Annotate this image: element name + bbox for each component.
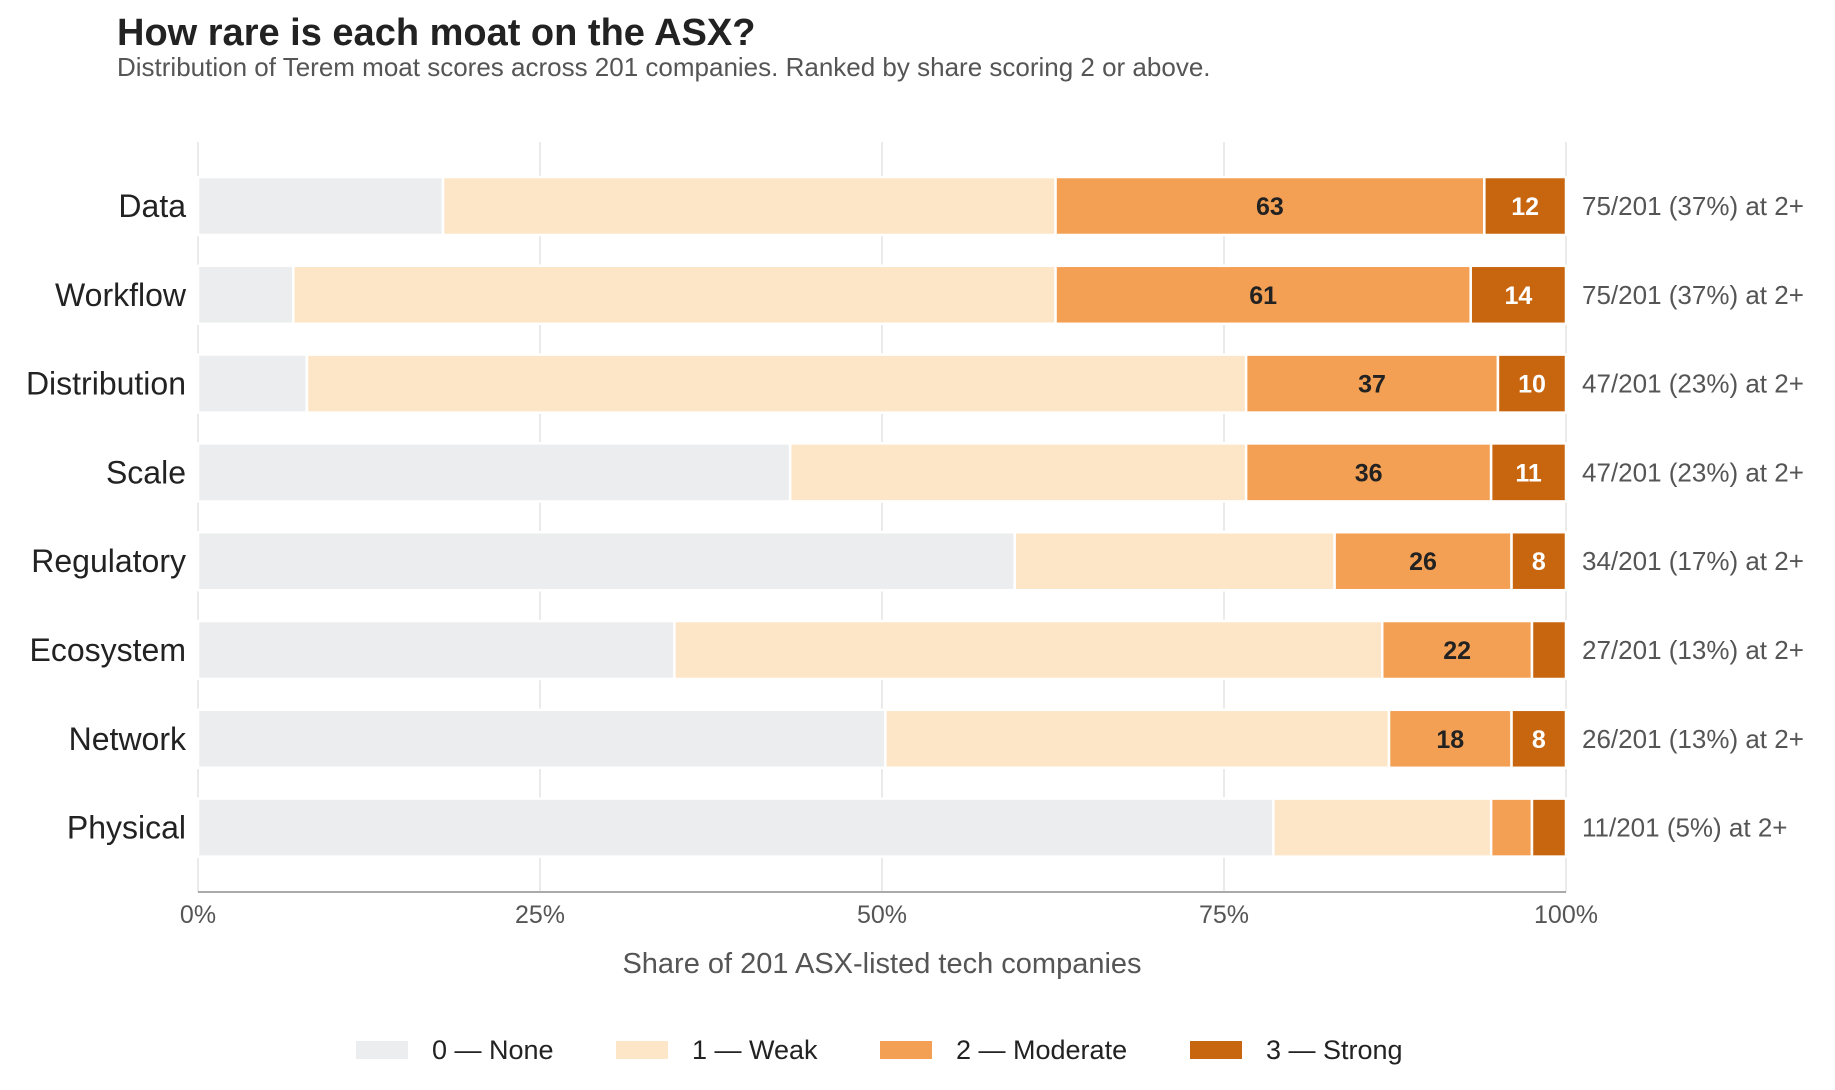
bar-segment-weak (305, 353, 1248, 414)
category-label: Workflow (55, 277, 187, 313)
bar-segment-weak (673, 619, 1384, 681)
row-annotation: 47/201 (23%) at 2+ (1582, 457, 1804, 487)
bar-segment-none (196, 619, 676, 681)
bar-segment-weak (788, 442, 1248, 503)
bar-segment-weak (1013, 530, 1336, 592)
bar-segment-moderate (1054, 175, 1486, 237)
bar-segment-moderate (1244, 442, 1493, 503)
bars: Data 63 12 75/201 (37%) at 2+ Workflow 61 14 75… (26, 175, 1804, 858)
category-label: Physical (67, 810, 186, 846)
bar-segment-weak (441, 175, 1057, 237)
x-axis: 0% 25% 50% 75% 100% Share of 201 ASX-listed t… (180, 891, 1598, 980)
data-label-moderate: 18 (1436, 726, 1464, 754)
data-label-moderate: 36 (1355, 459, 1383, 487)
legend-label-moderate: 2 — Moderate (956, 1035, 1127, 1065)
legend-label-strong: 3 — Strong (1266, 1035, 1403, 1065)
bar-segment-strong (1489, 442, 1568, 503)
data-label-strong: 8 (1532, 548, 1546, 576)
x-tick-label: 25% (515, 901, 565, 929)
bar-segment-moderate (1244, 353, 1500, 414)
bar-segment-moderate (1489, 797, 1534, 858)
bar-segment-none (196, 175, 445, 237)
legend-label-weak: 1 — Weak (692, 1035, 818, 1065)
row-annotation: 34/201 (17%) at 2+ (1582, 546, 1804, 576)
bar-segment-weak (292, 264, 1057, 326)
data-label-moderate: 37 (1358, 371, 1386, 399)
row-annotation: 27/201 (13%) at 2+ (1582, 635, 1804, 665)
bar-segment-moderate (1333, 530, 1513, 592)
x-tick-label: 50% (857, 901, 907, 929)
bar-segment-strong (1483, 175, 1568, 237)
category-label: Scale (106, 454, 186, 490)
bar-segment-weak (884, 708, 1391, 770)
category-label: Regulatory (31, 543, 186, 579)
row-annotation: 11/201 (5%) at 2+ (1582, 813, 1788, 843)
legend: 0 — None 1 — Weak 2 — Moderate 3 — Strong (356, 1035, 1403, 1065)
legend-swatch-none (356, 1041, 408, 1059)
legend-label-none: 0 — None (432, 1035, 554, 1065)
data-label-strong: 14 (1504, 282, 1532, 310)
bar-segment-none (196, 797, 1275, 858)
x-tick-label: 75% (1199, 901, 1249, 929)
bar-segment-weak (1272, 797, 1493, 858)
legend-swatch-weak (616, 1041, 668, 1059)
data-label-moderate: 26 (1409, 548, 1437, 576)
bar-segment-none (196, 264, 295, 326)
bar-segment-moderate (1380, 619, 1534, 681)
row-annotation: 75/201 (37%) at 2+ (1582, 191, 1804, 221)
data-label-moderate: 63 (1256, 193, 1284, 221)
chart-title: How rare is each moat on the ASX? (117, 12, 756, 54)
row-annotation: 26/201 (13%) at 2+ (1582, 724, 1804, 754)
data-label-strong: 8 (1532, 726, 1546, 754)
category-label: Ecosystem (30, 632, 186, 668)
bar-segment-strong (1496, 353, 1568, 414)
data-label-moderate: 61 (1249, 282, 1277, 310)
data-label-strong: 11 (1515, 459, 1542, 487)
category-label: Network (69, 721, 187, 757)
bar-segment-strong (1530, 619, 1568, 681)
legend-swatch-strong (1190, 1041, 1242, 1059)
bar-segment-moderate (1387, 708, 1513, 770)
data-label-strong: 12 (1511, 193, 1539, 221)
grid-lines (197, 142, 1567, 892)
x-tick-label: 0% (180, 901, 216, 929)
bar-segment-none (196, 353, 309, 414)
bar-segment-strong (1469, 264, 1568, 326)
row-annotation: 75/201 (37%) at 2+ (1582, 280, 1804, 310)
x-tick-label: 100% (1534, 901, 1598, 929)
data-label-moderate: 22 (1443, 637, 1471, 665)
bar-segment-strong (1530, 797, 1568, 858)
x-axis-title: Share of 201 ASX-listed tech companies (622, 948, 1141, 980)
bar-segment-strong (1510, 530, 1568, 592)
category-label: Data (118, 188, 186, 224)
category-label: Distribution (26, 366, 186, 402)
data-label-strong: 10 (1518, 371, 1546, 399)
bar-segment-none (196, 530, 1016, 592)
row-annotation: 47/201 (23%) at 2+ (1582, 369, 1804, 399)
bar-segment-none (196, 442, 792, 503)
bar-segment-strong (1510, 708, 1568, 770)
legend-swatch-moderate (880, 1041, 932, 1059)
chart-subtitle: Distribution of Terem moat scores across… (117, 52, 1211, 82)
bar-segment-none (196, 708, 887, 770)
